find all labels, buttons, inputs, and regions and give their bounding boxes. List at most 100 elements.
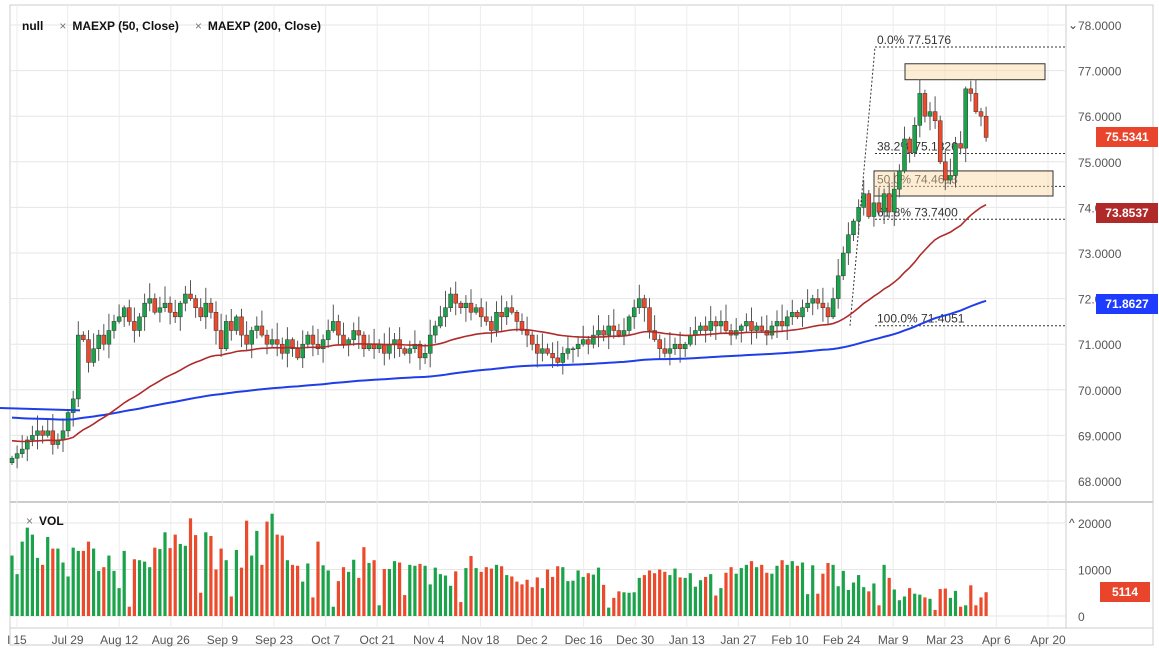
- volume-bar: [795, 565, 799, 616]
- volume-bar: [168, 548, 172, 616]
- volume-bar: [632, 592, 636, 616]
- candle-down: [642, 298, 647, 308]
- candle-up: [769, 325, 775, 336]
- candle-up: [540, 348, 545, 354]
- volume-bar: [831, 564, 835, 616]
- volume-bar: [81, 550, 85, 616]
- candle-up: [580, 339, 586, 345]
- volume-bar: [913, 593, 917, 616]
- candle-down: [295, 348, 300, 359]
- volume-bar: [86, 541, 91, 616]
- collapse-volume-chevron-icon[interactable]: ^: [1069, 516, 1075, 530]
- candle-down: [647, 307, 652, 331]
- volume-bar: [408, 564, 412, 616]
- volume-bar: [642, 575, 646, 616]
- volume-bar: [729, 567, 733, 616]
- volume-bar: [194, 535, 198, 616]
- volume-bar: [836, 586, 840, 616]
- candle-up: [407, 348, 413, 354]
- volume-bar: [15, 574, 19, 616]
- collapse-main-chevron-icon[interactable]: ⌄: [1068, 18, 1079, 32]
- volume-bar: [663, 571, 667, 616]
- time-tick-label: Oct 7: [311, 633, 340, 647]
- candle-up: [392, 339, 397, 345]
- volume-bar: [357, 577, 361, 616]
- volume-bar: [586, 573, 590, 616]
- candle-down: [825, 307, 831, 318]
- volume-bar: [71, 547, 75, 616]
- volume-bar: [826, 562, 830, 616]
- candle-up: [320, 339, 326, 350]
- time-tick-label: Nov 18: [461, 633, 499, 647]
- volume-bar: [132, 559, 136, 616]
- time-tick-label: Mar 23: [926, 633, 964, 647]
- volume-bar: [959, 606, 963, 616]
- candle-down: [677, 343, 683, 350]
- candle-down: [519, 321, 525, 331]
- candle-up: [254, 325, 260, 331]
- volume-bar: [148, 567, 152, 616]
- volume-bar: [637, 577, 641, 616]
- candle-down: [361, 334, 367, 350]
- volume-bar: [724, 572, 728, 616]
- volume-bar: [923, 597, 927, 616]
- volume-bar: [515, 581, 519, 616]
- candle-up: [835, 275, 841, 299]
- volume-bar: [137, 560, 142, 616]
- volume-bar: [494, 564, 499, 616]
- volume-bar: [219, 548, 223, 616]
- ema200-line: [11, 299, 987, 421]
- remove-volume-icon[interactable]: ×: [26, 514, 34, 528]
- ema50-line: [11, 203, 987, 443]
- ema200-line-history: [0, 407, 81, 412]
- candle-up: [631, 307, 637, 318]
- candle-up: [718, 321, 724, 327]
- candle-down: [713, 321, 719, 327]
- volume-bar: [540, 588, 544, 616]
- candle-down: [167, 302, 173, 313]
- candle-up: [897, 170, 902, 190]
- volume-bar: [862, 587, 866, 616]
- volume-bar: [800, 562, 805, 616]
- time-tick-label: l 15: [7, 633, 27, 647]
- volume-bar: [489, 568, 493, 616]
- volume-legend: × VOL: [26, 514, 64, 528]
- remove-ma50-icon[interactable]: ×: [59, 19, 67, 33]
- candle-down: [820, 302, 826, 308]
- volume-bar: [10, 555, 14, 616]
- candle-up: [784, 316, 790, 327]
- candle-down: [932, 111, 938, 122]
- ma200-label[interactable]: MAEXP (200, Close): [207, 19, 321, 33]
- volume-bar: [311, 597, 315, 616]
- price-tick-label: 69.0000: [1078, 429, 1122, 443]
- volume-bar: [443, 575, 448, 616]
- volume-bar: [112, 570, 116, 616]
- candle-up: [927, 111, 933, 117]
- candle-up: [76, 334, 81, 400]
- fib-level-label: 38.2% 75.1826: [877, 139, 958, 153]
- volume-bar: [755, 567, 759, 616]
- volume-bar: [918, 594, 922, 616]
- volume-bar: [714, 595, 718, 616]
- candle-up: [953, 143, 958, 176]
- candle-down: [616, 330, 622, 336]
- candle-up: [871, 202, 877, 217]
- volume-bar: [433, 567, 437, 616]
- volume-bar: [581, 576, 585, 616]
- time-tick-label: Dec 2: [516, 633, 548, 647]
- candle-up: [183, 293, 188, 304]
- volume-bar: [530, 587, 534, 616]
- time-tick-label: Jul 29: [52, 633, 84, 647]
- candle-up: [708, 321, 713, 331]
- candle-up: [331, 321, 336, 331]
- volume-bar: [653, 573, 657, 616]
- volume-bar: [500, 566, 504, 616]
- ma50-label[interactable]: MAEXP (50, Close): [72, 19, 179, 33]
- candle-up: [427, 334, 433, 354]
- candle-down: [193, 298, 198, 308]
- remove-ma200-icon[interactable]: ×: [194, 19, 202, 33]
- volume-bar: [948, 597, 952, 616]
- candle-up: [494, 312, 499, 331]
